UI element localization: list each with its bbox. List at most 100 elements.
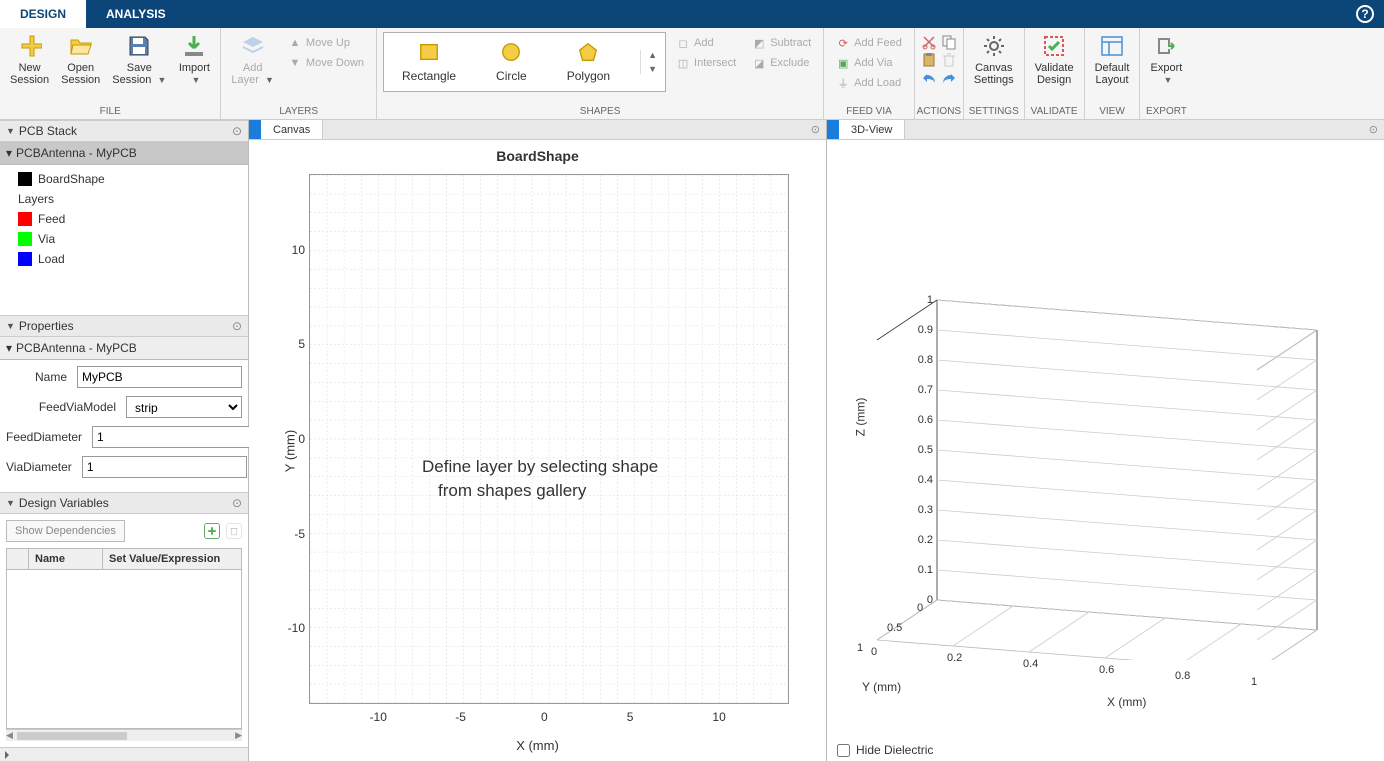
add-via-label: Add Via — [854, 57, 892, 69]
prop-feedviamodel-label: FeedViaModel — [6, 400, 126, 414]
help-icon[interactable]: ? — [1356, 5, 1374, 23]
horiz-scrollbar[interactable]: ◀ ▶ — [6, 729, 242, 741]
add-load-button[interactable]: ⏚Add Load — [830, 74, 908, 92]
ribbon-label-feedvia: FEED VIA — [824, 104, 914, 119]
close-icon[interactable]: ⊙ — [232, 496, 242, 510]
export-button[interactable]: Export▼ — [1144, 30, 1188, 90]
copy-icon[interactable] — [941, 34, 957, 50]
collapse-icon: ▼ — [6, 321, 15, 331]
add-via-button[interactable]: ▣ Add Via — [830, 54, 908, 72]
show-dependencies-button[interactable]: Show Dependencies — [6, 520, 125, 542]
shapes-intersect-button[interactable]: ◫Intersect — [670, 54, 742, 72]
plus-icon — [18, 34, 42, 58]
add-layer-button[interactable]: Add Layer ▼ — [225, 30, 280, 90]
add-layer-label: Add Layer ▼ — [231, 62, 274, 86]
close-icon[interactable]: ⊙ — [232, 124, 242, 138]
gallery-expand[interactable]: ▲▼ — [640, 50, 657, 74]
move-down-button[interactable]: ▼Move Down — [282, 54, 370, 72]
prop-feeddiameter-row: FeedDiameter — [6, 426, 242, 448]
pcb-stack-subheader[interactable]: ▾ PCBAntenna - MyPCB — [0, 142, 248, 165]
import-button[interactable]: Import▼ — [172, 30, 216, 90]
shapes-add-button[interactable]: ◻Add — [670, 34, 742, 52]
properties-header[interactable]: ▼ Properties ⊙ — [0, 315, 248, 337]
subtract-icon: ◩ — [752, 36, 766, 50]
scroll-thumb[interactable] — [17, 732, 127, 740]
swatch-load — [18, 252, 32, 266]
polygon-icon — [577, 41, 599, 63]
canvas-tab[interactable]: Canvas — [261, 120, 323, 139]
ribbon-group-feedvia: ⟳Add Feed ▣ Add Via ⏚Add Load FEED VIA — [824, 28, 915, 119]
pcb-stack-body: BoardShape Layers Feed Via Load — [0, 165, 248, 315]
stack-load[interactable]: Load — [6, 249, 242, 269]
stack-via[interactable]: Via — [6, 229, 242, 249]
shapes-exclude-button[interactable]: ◪Exclude — [746, 54, 817, 72]
add-feed-button[interactable]: ⟳Add Feed — [830, 34, 908, 52]
rectangle-label: Rectangle — [402, 69, 456, 83]
undo-icon[interactable] — [921, 70, 937, 86]
properties-subheader[interactable]: ▾ PCBAntenna - MyPCB — [0, 337, 248, 360]
paste-icon[interactable] — [921, 52, 937, 68]
main-area: ▼ PCB Stack ⊙ ▾ PCBAntenna - MyPCB Board… — [0, 120, 1384, 761]
shape-rectangle[interactable]: Rectangle — [392, 37, 466, 87]
restore-bar[interactable] — [0, 747, 248, 761]
prop-feeddiameter-input[interactable] — [92, 426, 257, 448]
canvas-settings-label: Canvas Settings — [974, 62, 1014, 86]
ribbon-group-view: Default Layout VIEW — [1085, 28, 1141, 119]
shapes-subtract-button[interactable]: ◩ Subtract — [746, 34, 817, 52]
properties-subtitle: PCBAntenna - MyPCB — [16, 341, 137, 355]
stack-boardshape[interactable]: BoardShape — [6, 169, 242, 189]
design-vars-header[interactable]: ▼ Design Variables ⊙ — [0, 492, 248, 514]
x-axis-label: X (mm) — [249, 738, 826, 753]
canvas-close-icon[interactable]: ⊙ — [811, 123, 820, 136]
prop-name-input[interactable] — [77, 366, 242, 388]
tab-design[interactable]: DESIGN — [0, 0, 86, 28]
prop-feedviamodel-select[interactable]: strip — [126, 396, 242, 418]
redo-icon[interactable] — [941, 70, 957, 86]
properties-title: Properties — [19, 319, 74, 333]
close-icon[interactable]: ⊙ — [232, 319, 242, 333]
pcb-stack-header[interactable]: ▼ PCB Stack ⊙ — [0, 120, 248, 142]
ribbon-group-layers: Add Layer ▼ ▲Move Up ▼Move Down LAYERS — [221, 28, 377, 119]
plot3d-area[interactable]: Z (mm) Y (mm) X (mm) 00.10.20.30.40.50.6… — [827, 140, 1384, 739]
new-session-button[interactable]: New Session — [4, 30, 55, 90]
canvas-hint: Define layer by selecting shape from sha… — [422, 455, 658, 503]
swatch-boardshape — [18, 172, 32, 186]
shapes-subtract-label: Subtract — [770, 37, 811, 49]
validate-design-label: Validate Design — [1035, 62, 1074, 86]
canvas-tabs: Canvas ⊙ — [249, 120, 826, 140]
hide-dielectric-checkbox[interactable] — [837, 744, 850, 757]
swatch-via — [18, 232, 32, 246]
ribbon-label-actions: ACTIONS — [915, 104, 963, 119]
delete-icon[interactable] — [941, 52, 957, 68]
import-icon — [182, 34, 206, 58]
validate-design-button[interactable]: Validate Design — [1029, 30, 1080, 90]
default-layout-button[interactable]: Default Layout — [1089, 30, 1136, 90]
scroll-right-icon[interactable]: ▶ — [235, 730, 242, 741]
open-session-button[interactable]: Open Session — [55, 30, 106, 90]
gear-icon — [982, 34, 1006, 58]
tab-analysis[interactable]: ANALYSIS — [86, 0, 186, 28]
validate-icon — [1042, 34, 1066, 58]
shape-polygon[interactable]: Polygon — [557, 37, 620, 87]
add-variable-icon[interactable] — [204, 523, 220, 539]
scroll-left-icon[interactable]: ◀ — [6, 730, 13, 741]
move-up-button[interactable]: ▲Move Up — [282, 34, 370, 52]
shapes-exclude-label: Exclude — [770, 57, 809, 69]
plot3d — [867, 220, 1347, 660]
pcb-stack-subtitle: PCBAntenna - MyPCB — [16, 146, 137, 160]
canvas-area[interactable]: BoardShape Define layer by selecting sha… — [249, 140, 826, 761]
import-label: Import▼ — [179, 62, 210, 86]
plot2d[interactable]: Define layer by selecting shape from sha… — [309, 174, 789, 704]
view3d-tab[interactable]: 3D-View — [839, 120, 905, 139]
canvas-settings-button[interactable]: Canvas Settings — [968, 30, 1020, 90]
prop-viadiameter-input[interactable] — [82, 456, 247, 478]
stack-feed[interactable]: Feed — [6, 209, 242, 229]
save-session-button[interactable]: Save Session ▼ — [106, 30, 172, 90]
new-session-label: New Session — [10, 62, 49, 86]
view3d-close-icon[interactable]: ⊙ — [1369, 123, 1378, 136]
via-icon: ▣ — [836, 56, 850, 70]
delete-variable-icon[interactable] — [226, 523, 242, 539]
cut-icon[interactable] — [921, 34, 937, 50]
arrow-down-icon: ▼ — [288, 56, 302, 70]
shape-circle[interactable]: Circle — [486, 37, 537, 87]
